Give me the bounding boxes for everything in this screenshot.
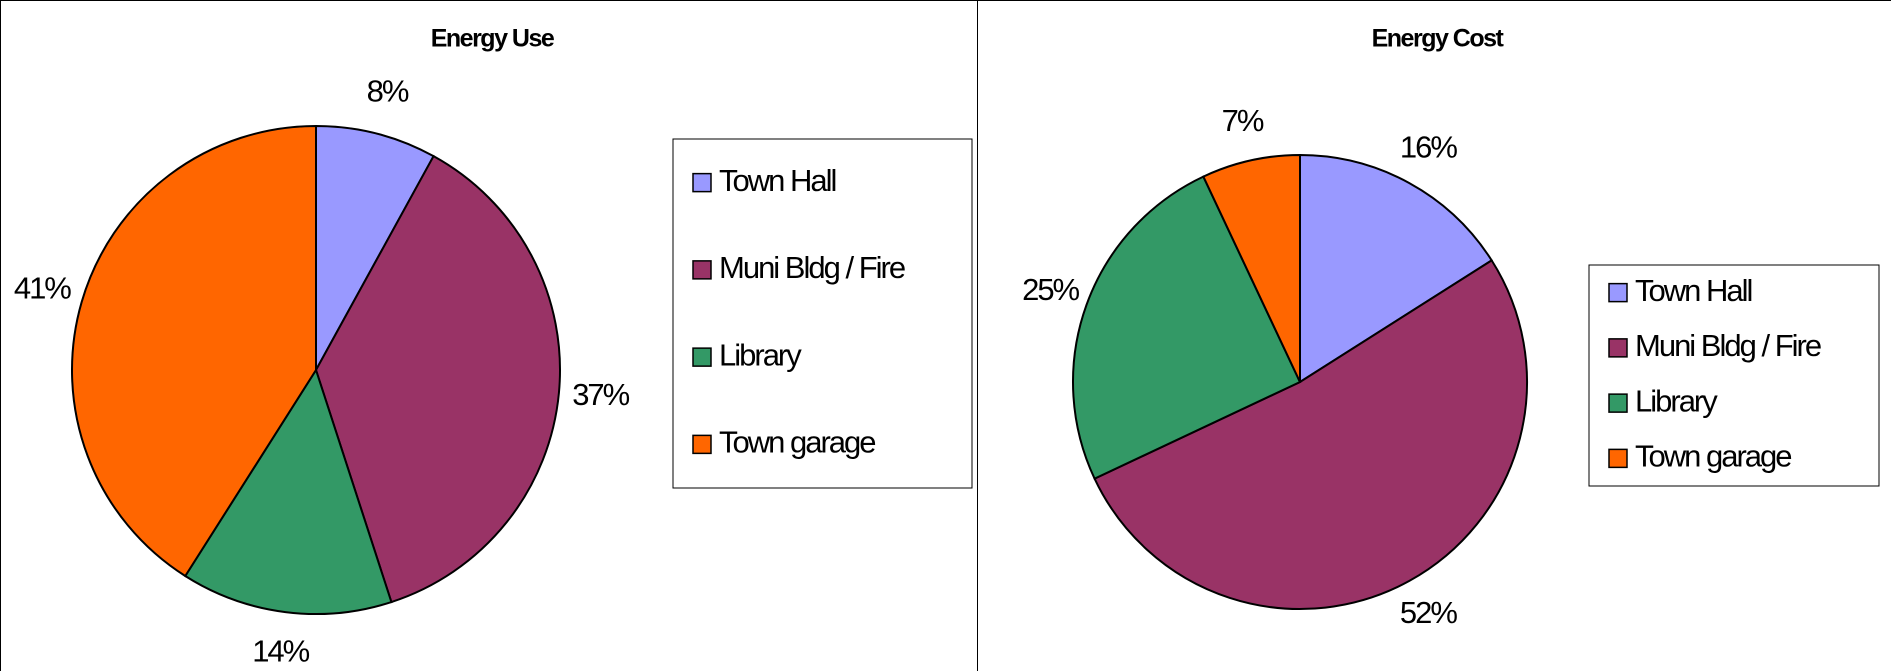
data-label: 41%: [14, 271, 71, 306]
legend-label: Library: [1635, 383, 1718, 418]
legend-swatch: [1608, 393, 1628, 413]
legend-swatch: [1608, 282, 1628, 303]
legend-label: Town Hall: [719, 163, 835, 198]
pie-slice: [315, 124, 435, 371]
legend-swatch: [692, 347, 712, 367]
panel-border: [977, 0, 1891, 671]
legend-label: Town garage: [719, 425, 875, 460]
pie-slice: [183, 367, 393, 615]
legend-label: Muni Bldg / Fire: [1635, 328, 1821, 363]
data-label: 14%: [252, 633, 309, 668]
pie-slice: [314, 154, 561, 604]
legend-swatch: [1608, 338, 1628, 358]
legend-swatch: [692, 434, 712, 455]
legend-swatch: [1608, 448, 1628, 469]
data-label: 25%: [1022, 272, 1079, 307]
legend-label: Town Hall: [1635, 273, 1751, 308]
chart-title: Energy Cost: [1372, 25, 1505, 53]
pie-slice: [71, 124, 317, 578]
legend-swatch: [692, 260, 712, 280]
data-label: 37%: [572, 377, 629, 412]
legend-swatch: [692, 172, 712, 193]
legend-box: [1588, 264, 1880, 487]
legend-label: Town garage: [1635, 439, 1791, 474]
legend-label: Muni Bldg / Fire: [719, 250, 905, 285]
pie-slice: [1072, 175, 1302, 480]
data-label: 16%: [1400, 129, 1457, 164]
legend-label: Library: [719, 337, 802, 372]
data-label: 7%: [1222, 103, 1264, 138]
pie-slice: [1202, 153, 1301, 383]
pie-slice: [1299, 153, 1494, 384]
legend-box: [672, 138, 973, 489]
data-label: 52%: [1400, 595, 1457, 630]
data-label: 8%: [367, 74, 409, 109]
pie-slice: [1093, 258, 1528, 610]
chart-title: Energy Use: [431, 25, 555, 53]
